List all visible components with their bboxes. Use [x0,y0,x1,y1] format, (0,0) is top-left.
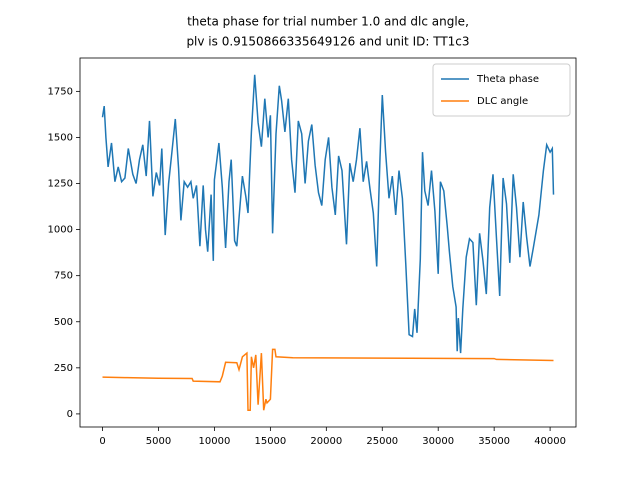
legend-label: DLC angle [477,96,528,107]
y-tick-label: 500 [54,317,73,328]
y-tick-label: 0 [67,409,73,420]
x-tick-label: 20000 [310,436,342,447]
plot-frame [79,57,577,428]
x-tick-label: 30000 [422,436,454,447]
legend-box [432,63,571,117]
x-tick-label: 25000 [366,436,398,447]
y-tick-label: 1500 [48,132,73,143]
line-series [102,348,554,411]
x-tick-label: 15000 [254,436,286,447]
y-tick-label: 750 [54,271,73,282]
x-tick-label: 35000 [478,436,510,447]
line-series [101,74,555,354]
chart-title: theta phase for trial number 1.0 and dlc… [187,15,469,29]
chart-title: plv is 0.9150866335649126 and unit ID: T… [186,35,469,49]
x-tick-label: 40000 [534,436,566,447]
y-tick-label: 250 [54,363,73,374]
x-tick-label: 0 [99,436,105,447]
y-tick-label: 1750 [48,86,73,97]
x-tick-label: 5000 [146,436,171,447]
legend-label: Theta phase [476,74,539,85]
y-tick-label: 1250 [48,179,73,190]
y-tick-label: 1000 [48,225,73,236]
x-tick-label: 10000 [199,436,231,447]
